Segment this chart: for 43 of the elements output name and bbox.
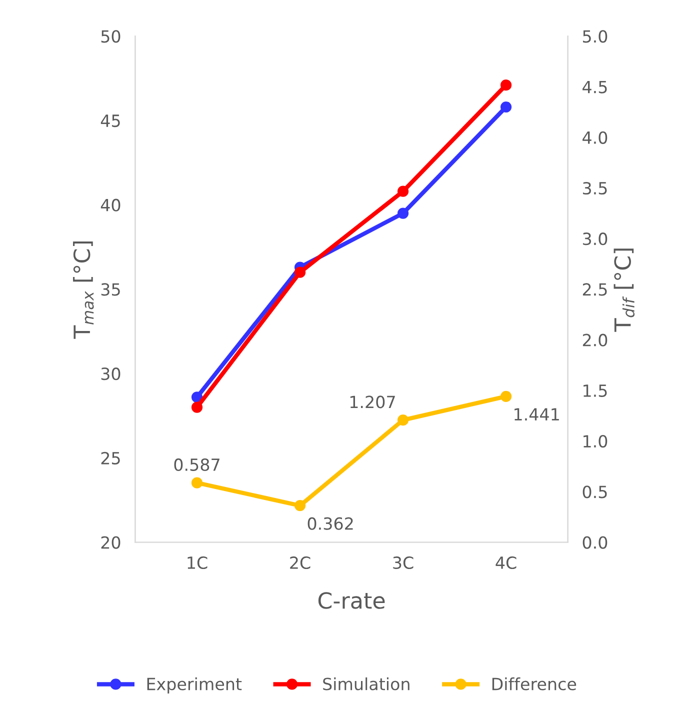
y-tick-label: 20 <box>101 536 120 549</box>
y2-tick-label: 2.0 <box>582 334 608 346</box>
point <box>191 402 203 413</box>
y-tick-label: 50 <box>101 30 120 43</box>
legend-label: Simulation <box>323 677 410 690</box>
y-tick-label: 45 <box>100 114 120 128</box>
y2-tick-label: 5.0 <box>583 30 608 43</box>
y2-tick-label: 0.5 <box>582 486 607 498</box>
y2-tick-label: 0.0 <box>582 536 608 549</box>
point <box>191 477 203 488</box>
y2-tick-label: 2.5 <box>582 283 607 296</box>
legend-label: Experiment <box>147 677 242 694</box>
x-tick-label: 2C <box>290 556 310 570</box>
y-tick-label: 40 <box>100 198 120 212</box>
y-tick-label: 25 <box>101 452 120 464</box>
y-tick-label: 30 <box>101 368 120 380</box>
x-tick-label: 4C <box>496 556 516 570</box>
y2-tick-label: 1.0 <box>584 434 608 448</box>
y2-tick-label: 3.0 <box>583 232 608 246</box>
point <box>500 101 512 113</box>
data-label: 0.362 <box>308 517 353 530</box>
y2-tick-label: 3.5 <box>583 182 607 195</box>
data-label: 1.441 <box>514 408 559 420</box>
point <box>500 390 512 402</box>
x-tick-label: 1C <box>188 556 208 570</box>
y-axis-title: T$_{max}$ [°C] <box>73 241 94 339</box>
point <box>294 266 306 278</box>
point <box>294 500 306 512</box>
point <box>191 392 203 403</box>
y2-tick-label: 4.5 <box>582 80 607 94</box>
point <box>500 80 512 91</box>
point <box>397 186 409 197</box>
data-label: 0.587 <box>174 458 220 472</box>
y2-tick-label: 1.5 <box>584 384 607 397</box>
legend-label: Difference <box>492 677 576 690</box>
data-label: 1.207 <box>350 396 395 408</box>
point <box>397 208 409 219</box>
y-tick-label: 35 <box>101 283 120 296</box>
point <box>397 414 409 426</box>
y2-axis-title: T$_{dif}$ [°C] <box>614 248 635 332</box>
y2-tick-label: 4.0 <box>582 131 608 144</box>
x-axis-title: C-rate <box>318 592 385 609</box>
x-tick-label: 3C <box>393 556 414 570</box>
